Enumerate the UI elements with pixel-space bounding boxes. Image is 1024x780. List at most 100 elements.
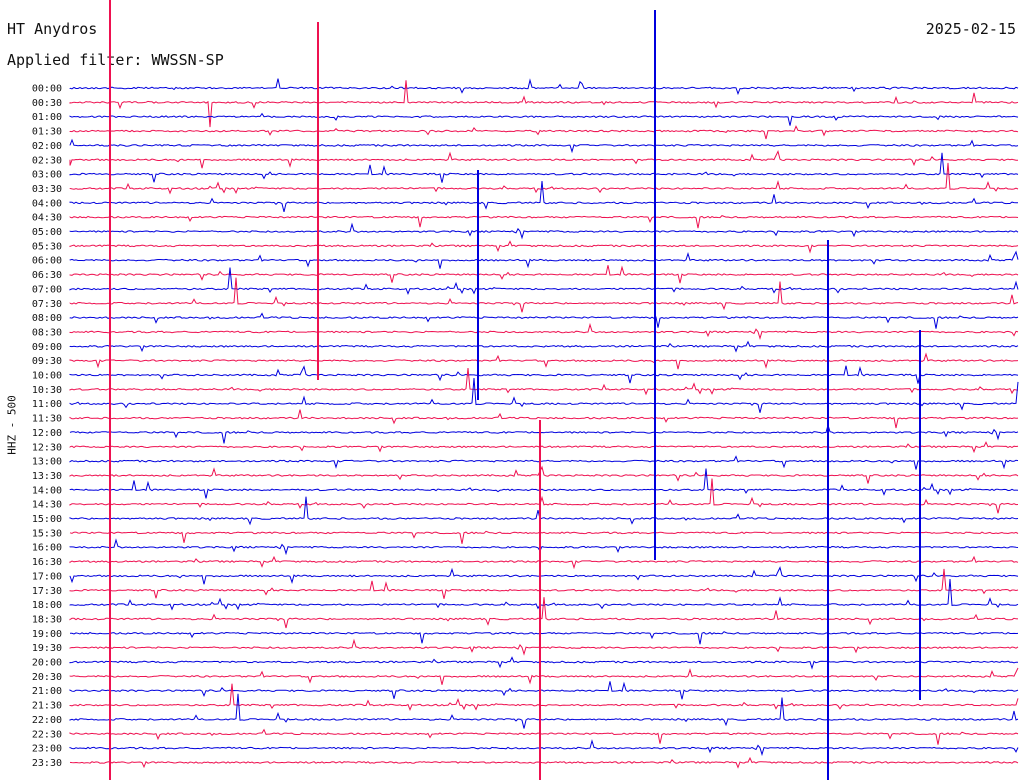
trace-1300 [69, 455, 1019, 470]
row-label: 20:30 [32, 672, 62, 683]
row-label: 21:00 [32, 686, 62, 697]
row-label: 07:00 [32, 284, 62, 295]
row-label: 14:00 [32, 485, 62, 496]
trace-1630 [69, 555, 1019, 570]
row-label: 06:30 [32, 270, 62, 281]
trace-2300 [69, 739, 1019, 757]
traces [69, 0, 1019, 780]
trace-0400 [69, 180, 1019, 213]
trace-0000 [69, 78, 1019, 96]
row-label: 02:00 [32, 141, 62, 152]
trace-1900 [70, 631, 1019, 645]
trace-2100 [69, 681, 1019, 700]
trace-1530 [69, 530, 1019, 544]
row-label: 10:30 [32, 385, 62, 396]
row-label: 13:00 [32, 457, 62, 468]
trace-1400 [69, 468, 1019, 499]
row-label: 14:30 [32, 500, 62, 511]
row-label: 05:30 [32, 241, 62, 252]
row-label: 07:30 [32, 299, 62, 310]
row-label: 09:00 [32, 342, 62, 353]
row-label: 08:30 [32, 327, 62, 338]
trace-0700 [69, 267, 1019, 295]
row-label: 19:30 [32, 643, 62, 654]
trace-0930 [69, 352, 1019, 370]
row-label: 11:00 [32, 399, 62, 410]
trace-2000 [69, 656, 1018, 670]
trace-0830 [69, 322, 1019, 341]
row-label: 04:00 [32, 198, 62, 209]
trace-0130 [69, 125, 1019, 140]
trace-1200 [69, 423, 1019, 444]
row-label: 17:00 [32, 571, 62, 582]
trace-0330 [69, 162, 1019, 195]
trace-2200 [69, 693, 1019, 729]
trace-1430 [69, 478, 1019, 514]
trace-0300 [69, 152, 1019, 183]
row-label: 20:00 [32, 658, 62, 669]
trace-1030 [69, 367, 1019, 396]
row-label: 11:30 [32, 414, 62, 425]
row-label: 19:00 [32, 629, 62, 640]
row-label: 02:30 [32, 155, 62, 166]
trace-0430 [69, 215, 1019, 229]
trace-1930 [69, 638, 1019, 656]
trace-2230 [69, 728, 1019, 745]
row-label: 04:30 [32, 213, 62, 224]
row-label: 18:00 [32, 600, 62, 611]
row-label: 01:30 [32, 127, 62, 138]
station-name: HT Anydros [7, 20, 98, 38]
trace-0730 [69, 277, 1019, 313]
trace-0600 [69, 250, 1019, 269]
row-label: 00:00 [32, 84, 62, 95]
row-label: 12:30 [32, 442, 62, 453]
row-label: 16:30 [32, 557, 62, 568]
date-label: 2025-02-15 [925, 20, 1016, 38]
row-label: 22:00 [32, 715, 62, 726]
row-label: 03:30 [32, 184, 62, 195]
trace-2330 [69, 756, 1019, 769]
trace-1830 [69, 597, 1019, 629]
row-label: 16:00 [32, 543, 62, 554]
trace-0230 [69, 149, 1019, 169]
row-label: 22:30 [32, 729, 62, 740]
trace-1230 [69, 441, 1019, 454]
row-label: 01:00 [32, 112, 62, 123]
trace-0100 [69, 112, 1019, 126]
trace-0630 [69, 265, 1019, 284]
trace-1730 [69, 568, 1019, 599]
trace-1130 [69, 409, 1019, 429]
row-label: 03:00 [32, 170, 62, 181]
trace-1330 [69, 465, 1019, 484]
trace-1500 [69, 496, 1019, 526]
row-label: 15:00 [32, 514, 62, 525]
row-label: 10:00 [32, 371, 62, 382]
trace-1100 [69, 378, 1019, 413]
row-label: 08:00 [32, 313, 62, 324]
trace-0500 [69, 222, 1019, 240]
y-axis-label: HHZ - 500 [5, 395, 19, 455]
trace-1700 [69, 566, 1019, 585]
row-label: 12:00 [32, 428, 62, 439]
row-label: 21:30 [32, 701, 62, 712]
row-label: 18:30 [32, 614, 62, 625]
trace-0800 [69, 312, 1019, 329]
trace-1000 [69, 365, 1019, 384]
trace-0530 [69, 240, 1019, 254]
trace-1600 [69, 538, 1019, 556]
trace-2130 [69, 683, 1019, 712]
row-label: 15:30 [32, 528, 62, 539]
trace-1800 [69, 578, 1019, 611]
row-label: 13:30 [32, 471, 62, 482]
row-label: 06:00 [32, 256, 62, 267]
row-label: 05:00 [32, 227, 62, 238]
row-label: 09:30 [32, 356, 62, 367]
trace-2030 [69, 667, 1019, 685]
trace-0200 [69, 138, 1019, 154]
row-labels: 00:00 00:30 01:00 01:30 02:00 02:30 03:00 03:30… [32, 84, 62, 769]
row-label: 23:00 [32, 744, 62, 755]
row-label: 23:30 [32, 758, 62, 769]
trace-0900 [69, 340, 1019, 353]
trace-0030 [69, 80, 1019, 128]
